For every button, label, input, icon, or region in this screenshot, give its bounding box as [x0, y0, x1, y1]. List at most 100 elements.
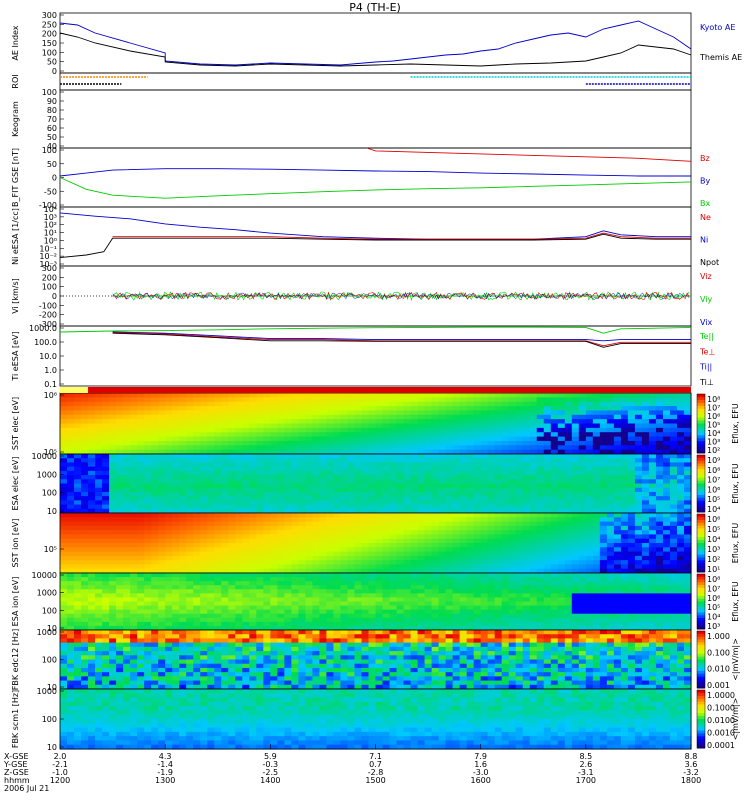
heatmap-cell [501, 621, 510, 627]
heatmap-cell [655, 547, 664, 553]
heatmap-cell [452, 491, 461, 497]
heatmap-cell [613, 508, 622, 514]
heatmap-cell [613, 568, 622, 574]
heatmap-cell [641, 470, 650, 476]
heatmap-cell [123, 605, 131, 611]
heatmap-cell [627, 525, 636, 531]
heatmap-cell [676, 423, 685, 429]
heatmap-cell [333, 573, 342, 578]
heatmap-cell [522, 538, 531, 544]
heatmap-cell [305, 410, 313, 416]
heatmap-cell [585, 414, 594, 420]
heatmap-cell [396, 483, 405, 489]
heatmap-cell [452, 406, 461, 412]
heatmap-cell [319, 401, 328, 407]
heatmap-cell [557, 406, 566, 412]
heatmap-cell [200, 617, 208, 623]
heatmap-cell [557, 462, 566, 468]
heatmap-cell [102, 617, 110, 623]
heatmap-cell [522, 449, 531, 455]
heatmap-cell [284, 577, 292, 582]
heatmap-cell [466, 458, 475, 464]
heatmap-cell [172, 555, 180, 561]
heatmap-cell [298, 625, 306, 631]
heatmap-cell [277, 496, 285, 501]
heatmap-cell [557, 521, 566, 527]
heatmap-cell [508, 445, 517, 451]
heatmap-cell [669, 560, 678, 566]
heatmap-cell [67, 560, 75, 566]
heatmap-cell [578, 466, 587, 472]
heatmap-cell [207, 454, 215, 459]
heatmap-cell [536, 513, 545, 518]
heatmap-cell [662, 483, 671, 489]
heatmap-cell [410, 589, 419, 594]
heatmap-cell [172, 419, 180, 425]
heatmap-cell [494, 625, 503, 631]
heatmap-cell [669, 513, 678, 518]
heatmap-cell [459, 547, 468, 553]
heatmap-cell [648, 393, 657, 398]
heatmap-cell [249, 458, 257, 464]
series-te- [112, 332, 691, 347]
heatmap-cell [669, 458, 678, 464]
heatmap-cell [515, 581, 524, 586]
heatmap-cell [368, 401, 377, 407]
heatmap-cell [312, 466, 321, 472]
heatmap-cell [543, 393, 552, 398]
heatmap-cell [305, 601, 313, 607]
heatmap-cell [515, 568, 524, 574]
heatmap-cell [312, 449, 321, 455]
heatmap-cell [165, 470, 173, 476]
heatmap-cell [186, 621, 194, 627]
heatmap-cell [81, 491, 89, 497]
heatmap-cell [151, 581, 159, 586]
heatmap-cell [88, 440, 96, 446]
heatmap-cell [564, 432, 573, 438]
heatmap-cell [277, 483, 285, 489]
colorbar-cell [697, 563, 705, 567]
heatmap-cell [291, 445, 299, 451]
heatmap-cell [263, 601, 271, 607]
heatmap-cell [550, 564, 559, 570]
heatmap-cell [67, 513, 75, 518]
series-vix-noise [112, 292, 690, 300]
heatmap-cell [200, 410, 208, 416]
heatmap-cell [263, 577, 271, 582]
legend-te-: Te⊥ [699, 347, 715, 356]
heatmap-cell [242, 617, 250, 623]
heatmap-cell [375, 543, 384, 548]
heatmap-cell [312, 621, 321, 627]
heatmap-cell [74, 551, 82, 557]
heatmap-cell [200, 597, 208, 603]
heatmap-cell [74, 560, 82, 566]
heatmap-cell [207, 414, 215, 420]
heatmap-cell [88, 560, 96, 566]
heatmap-cell [648, 449, 657, 455]
heatmap-cell [417, 625, 426, 631]
heatmap-cell [158, 564, 166, 570]
heatmap-cell [494, 466, 503, 472]
heatmap-cell [95, 530, 103, 536]
heatmap-cell [592, 423, 601, 429]
heatmap-cell [501, 538, 510, 544]
heatmap-cell [431, 577, 440, 582]
heatmap-cell [67, 423, 75, 429]
heatmap-cell [102, 601, 110, 607]
heatmap-cell [424, 427, 433, 433]
heatmap-cell [123, 419, 131, 425]
heatmap-cell [214, 521, 222, 527]
ytick-label: 10³ [44, 213, 57, 222]
heatmap-cell [123, 525, 131, 531]
heatmap-cell [452, 625, 461, 631]
heatmap-cell [130, 564, 138, 570]
heatmap-cell [228, 577, 236, 582]
heatmap-cell [452, 573, 461, 578]
heatmap-cell [389, 487, 398, 493]
heatmap-cell [319, 617, 328, 623]
heatmap-cell [298, 560, 306, 566]
heatmap-cell [662, 547, 671, 553]
heatmap-cell [522, 605, 531, 611]
heatmap-cell [270, 440, 278, 446]
heatmap-cell [200, 605, 208, 611]
